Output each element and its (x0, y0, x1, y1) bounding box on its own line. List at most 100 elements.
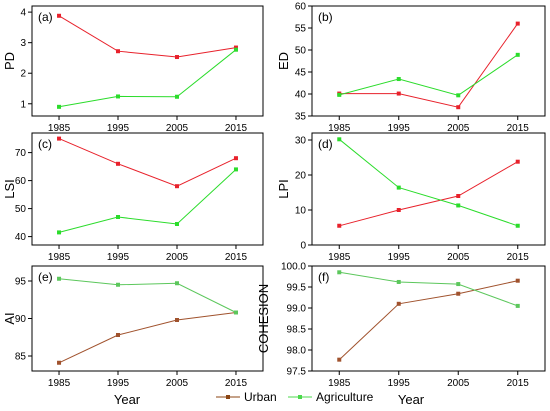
x-tick-label: 2015 (225, 252, 248, 263)
y-tick-label: 85 (15, 352, 27, 363)
data-point-agriculture (233, 167, 238, 172)
data-point-urban (57, 360, 62, 365)
plot-frame (311, 132, 546, 246)
x-axis-label-right: Year (398, 392, 425, 407)
data-point-agriculture (57, 104, 62, 109)
y-tick-label: 30 (295, 136, 307, 147)
plot-frame (31, 5, 264, 117)
x-tick-label: 1985 (328, 378, 351, 389)
data-point-agriculture (174, 222, 179, 226)
data-point-urban (456, 291, 461, 296)
chart-panel: 1985 1995 2005 2015 40 50 60 70 LSI (c) (2, 132, 264, 263)
data-point-urban (337, 223, 342, 228)
plot-frame (311, 265, 546, 372)
data-point-agriculture (116, 282, 121, 287)
y-tick-label: 55 (295, 24, 307, 35)
data-point-agriculture (116, 215, 121, 219)
x-tick-label: 1995 (388, 123, 411, 134)
data-point-urban (515, 278, 520, 283)
x-tick-label: 2015 (507, 378, 530, 389)
y-tick-label: 40 (295, 90, 307, 101)
x-tick-label: 2005 (166, 252, 189, 263)
y-axis-label: ED (276, 52, 291, 70)
data-point-agriculture (456, 203, 461, 208)
data-point-urban (456, 105, 461, 110)
y-tick-label: 98.5 (287, 325, 307, 336)
panel-label: (b) (318, 10, 333, 24)
x-tick-label: 2005 (447, 378, 470, 389)
x-tick-label: 1985 (328, 123, 351, 134)
x-tick-label: 1985 (48, 378, 71, 389)
y-tick-label: 35 (295, 112, 307, 123)
y-tick-label: 95 (15, 277, 27, 288)
series-line-urban (58, 15, 237, 58)
chart-panel: 1985 1995 2005 2015 97.5 98.0 98.5 99.0 99.5 100.… (256, 262, 546, 389)
y-tick-label: 20 (295, 171, 307, 182)
data-point-urban (396, 91, 401, 96)
y-tick-label: 40 (15, 232, 27, 243)
legend-agriculture-label: Agriculture (316, 390, 374, 404)
data-point-urban (233, 45, 238, 50)
series-line-urban (339, 23, 519, 108)
x-tick-label: 1985 (48, 252, 71, 263)
series-line-agriculture (58, 169, 237, 233)
panel-label: (f) (318, 270, 329, 284)
data-point-agriculture (337, 137, 342, 142)
y-tick-label: 2 (20, 69, 26, 80)
x-tick-label: 2015 (507, 252, 530, 263)
data-point-urban (57, 13, 62, 18)
data-point-agriculture (337, 270, 342, 275)
y-axis-label: COHESION (256, 284, 271, 353)
x-tick-label: 1985 (328, 252, 351, 263)
series-line-agriculture (58, 49, 237, 108)
data-point-agriculture (396, 185, 401, 190)
data-point-urban (515, 21, 520, 26)
y-tick-label: 60 (295, 2, 307, 13)
data-point-agriculture (57, 276, 62, 281)
y-tick-label: 90 (15, 314, 27, 325)
data-point-agriculture (396, 77, 401, 82)
series-line-urban (338, 280, 518, 361)
data-point-agriculture (174, 281, 179, 286)
x-tick-label: 2015 (225, 378, 248, 389)
series-line-urban (58, 138, 237, 187)
panel-label: (e) (38, 270, 53, 284)
chart-panel: 1985 1995 2005 2015 85 90 95 AI (e) (2, 265, 264, 389)
y-tick-label: 99.5 (287, 283, 307, 294)
y-tick-label: 99.0 (287, 304, 307, 315)
y-tick-label: 1 (20, 99, 26, 110)
data-point-urban (396, 208, 401, 212)
y-axis-label: LSI (2, 179, 17, 199)
data-point-agriculture (515, 223, 520, 228)
series-line-urban (58, 312, 237, 364)
panel-label: (d) (318, 137, 333, 151)
data-point-agriculture (116, 94, 121, 99)
data-point-urban (456, 194, 461, 198)
plot-frame (31, 265, 264, 372)
y-axis-label: AI (2, 312, 17, 324)
chart-panel: 1985 1995 2005 2015 0 10 20 30 LPI (d) (276, 132, 546, 263)
x-tick-label: 1995 (388, 252, 411, 263)
panel-label: (c) (38, 137, 52, 151)
y-tick-label: 50 (295, 46, 307, 57)
series-line-agriculture (338, 138, 518, 227)
y-tick-label: 97.5 (287, 367, 307, 378)
data-point-urban (57, 136, 62, 141)
chart-panel: 1985 1995 2005 2015 35 40 45 50 55 60 ED (b) (276, 2, 546, 134)
series-line-agriculture (339, 271, 518, 307)
legend-urban-marker (226, 395, 230, 399)
data-point-agriculture (174, 94, 179, 99)
y-axis-label: PD (2, 52, 17, 70)
data-point-agriculture (456, 93, 461, 98)
data-point-urban (116, 161, 121, 166)
x-tick-label: 2005 (166, 378, 189, 389)
x-tick-label: 1995 (388, 378, 411, 389)
data-point-agriculture (57, 230, 62, 235)
data-point-urban (396, 301, 401, 306)
y-tick-label: 50 (15, 204, 27, 215)
plot-frame (31, 132, 264, 246)
data-point-agriculture (233, 47, 238, 52)
x-tick-label: 1995 (107, 123, 130, 134)
data-point-agriculture (515, 303, 520, 308)
